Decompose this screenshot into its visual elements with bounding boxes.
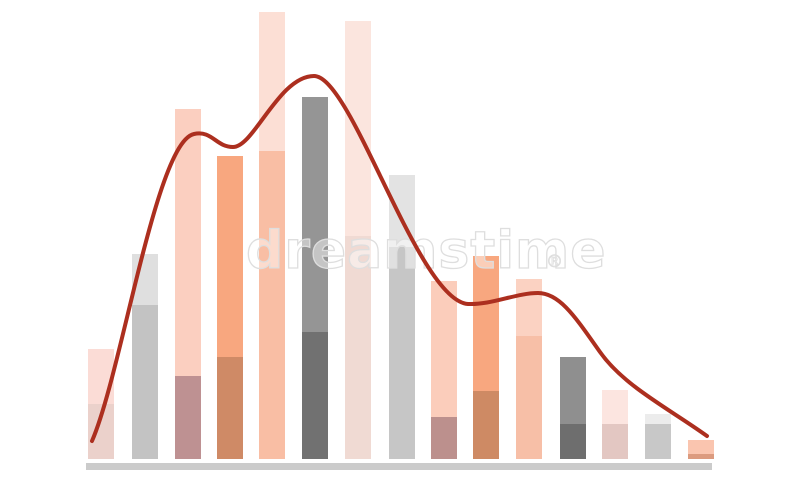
watermark-registered-icon: ® bbox=[546, 252, 563, 272]
bar-12-lower-segment bbox=[560, 424, 586, 459]
watermark-text: dreamstime bbox=[246, 221, 607, 281]
bar-2-lower-segment bbox=[132, 305, 158, 459]
bar-13-lower-segment bbox=[602, 424, 628, 459]
bars-layer bbox=[88, 12, 714, 459]
bar-9-lower-segment bbox=[431, 417, 457, 459]
trend-line bbox=[90, 74, 709, 443]
bar-14-lower-segment bbox=[645, 424, 671, 459]
bar-15-lower-segment bbox=[688, 454, 714, 459]
watermark: dreamstime ® bbox=[245, 220, 607, 281]
bar-4-lower-segment bbox=[217, 357, 243, 459]
bar-10-lower-segment bbox=[473, 391, 499, 459]
bar-3-lower-segment bbox=[175, 376, 201, 459]
bar-8-lower-segment bbox=[389, 247, 415, 459]
bar-6-lower-segment bbox=[302, 332, 328, 459]
bar-11-lower-segment bbox=[516, 336, 542, 459]
bar-7-lower-segment bbox=[345, 236, 371, 459]
bar-5-lower-segment bbox=[259, 151, 285, 459]
x-axis-baseline bbox=[86, 463, 712, 470]
